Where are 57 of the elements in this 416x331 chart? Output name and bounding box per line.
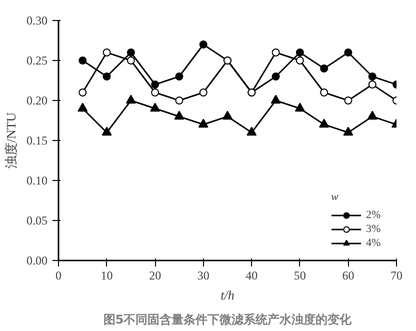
point (270, 94, 281, 104)
legend-label: 2% (366, 208, 382, 222)
point (320, 64, 328, 72)
point (296, 48, 304, 56)
point (368, 72, 376, 80)
point (150, 102, 160, 112)
point (174, 110, 184, 120)
point (102, 48, 111, 56)
point (78, 102, 88, 112)
point (320, 88, 328, 96)
point (343, 126, 354, 136)
legend-title: w (331, 191, 340, 203)
point (272, 72, 280, 80)
point (344, 96, 352, 104)
x-tick-label: 0 (56, 268, 62, 282)
point (102, 72, 111, 80)
y-tick-label: 0.05 (26, 214, 48, 228)
point (126, 94, 136, 104)
x-tick-label: 20 (149, 268, 162, 282)
point (126, 48, 135, 56)
point (102, 126, 112, 136)
point (199, 40, 208, 48)
point (78, 88, 87, 96)
legend-label: 4% (366, 236, 382, 250)
x-tick-label: 30 (197, 268, 210, 282)
x-axis-title: t/h (220, 288, 234, 302)
point (368, 80, 376, 88)
x-tick-label: 60 (342, 268, 354, 282)
point (151, 80, 160, 88)
y-axis-title: 浊度/NTU (4, 112, 18, 169)
y-tick-label: 0.00 (26, 254, 48, 268)
point (246, 126, 257, 136)
point (344, 48, 352, 56)
legend-label: 3% (366, 222, 382, 236)
point (151, 88, 160, 96)
point (272, 48, 280, 56)
x-tick-label: 70 (390, 268, 402, 282)
point (222, 110, 232, 120)
point (319, 118, 330, 128)
y-tick-label: 0.15 (26, 134, 48, 148)
point (294, 102, 305, 112)
y-tick-label: 0.30 (26, 14, 48, 28)
x-tick-label: 40 (246, 268, 258, 282)
x-tick-label: 50 (294, 268, 306, 282)
point (78, 56, 87, 64)
point (175, 72, 184, 80)
x-tick-label: 10 (100, 268, 113, 282)
y-tick-label: 0.20 (26, 94, 48, 108)
point (126, 56, 135, 64)
point (175, 96, 184, 104)
point (296, 56, 304, 64)
caption: 图5不同固含量条件下微滤系统产水浊度的变化 (103, 312, 353, 326)
point (199, 88, 208, 96)
y-tick-label: 0.10 (26, 174, 48, 188)
point (367, 110, 378, 120)
point (198, 118, 208, 128)
y-tick-label: 0.25 (26, 54, 48, 68)
